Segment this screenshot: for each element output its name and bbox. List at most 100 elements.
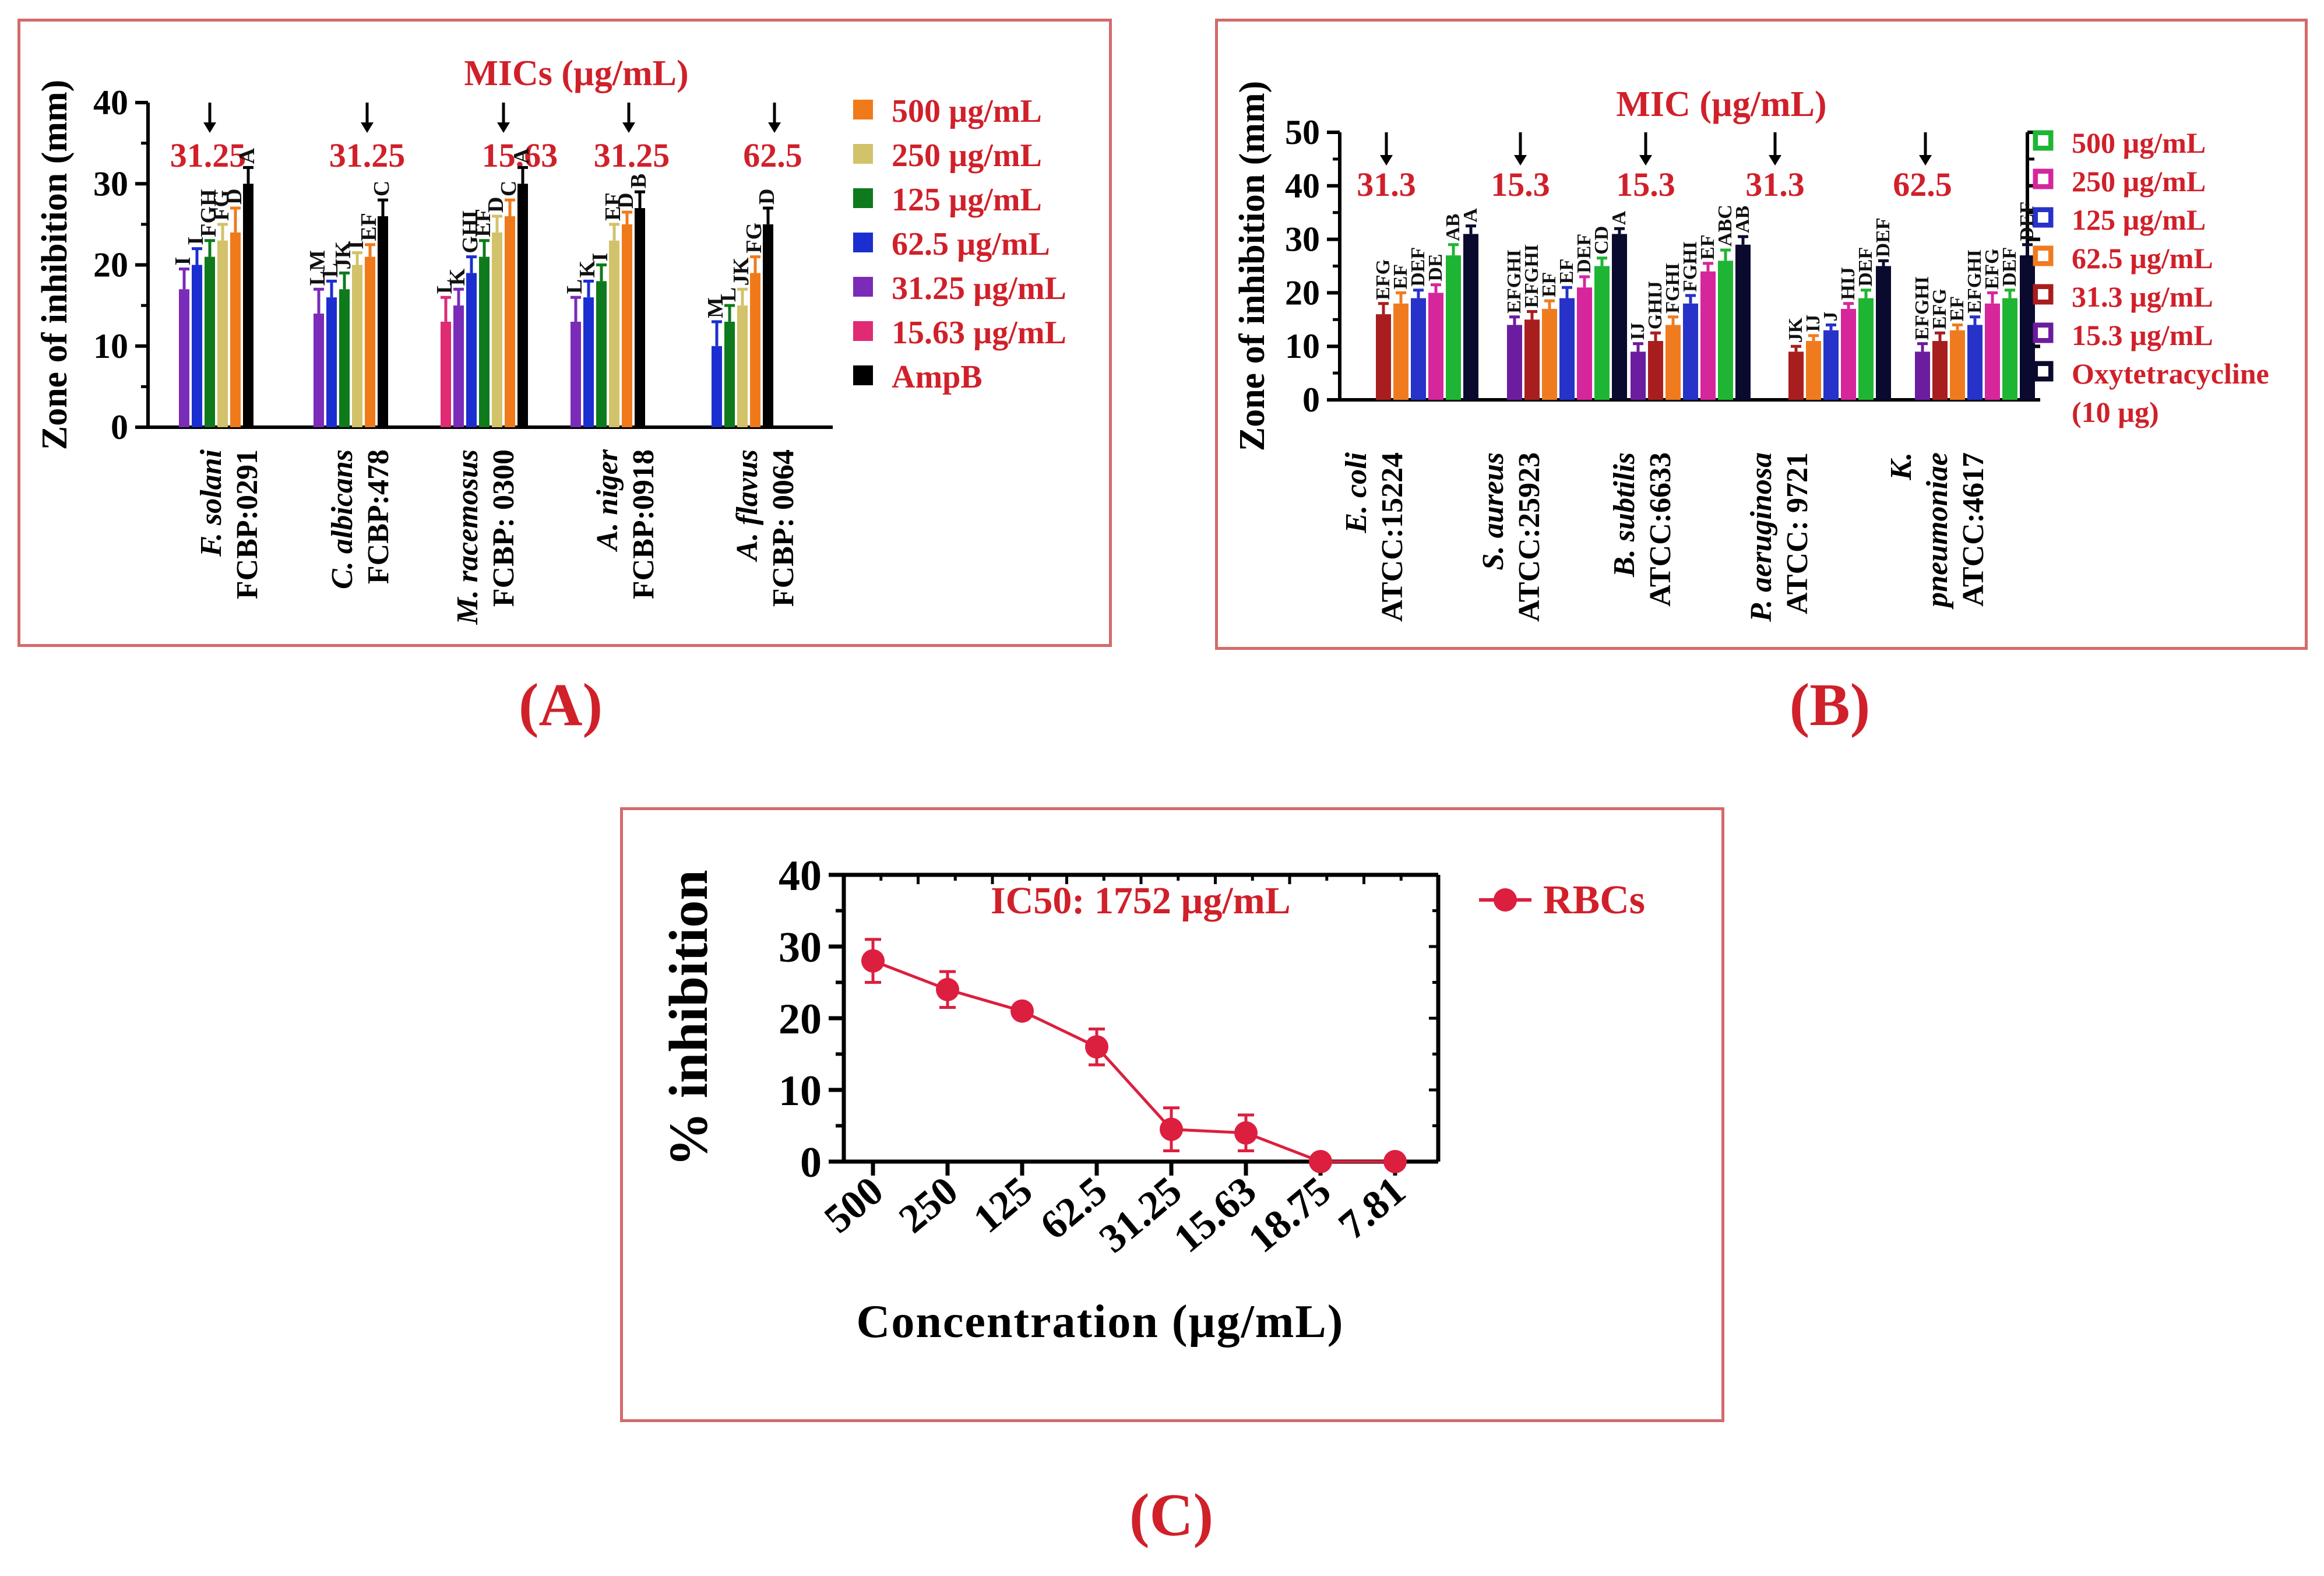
- b-significance-label: FGHI: [1662, 263, 1684, 314]
- c-y-tick-label: 40: [779, 852, 822, 900]
- b-bar: [1932, 341, 1948, 400]
- a-category-species: A. flavus: [731, 449, 764, 562]
- c-x-tick-label: 18.75: [1240, 1168, 1339, 1261]
- a-category-strain: FCBP:478: [362, 449, 395, 584]
- b-category-strain: ATCC:6633: [1644, 452, 1677, 607]
- b-legend-label: 250 µg/mL: [2072, 165, 2206, 198]
- a-significance-label: EF: [357, 213, 381, 241]
- b-bar: [1718, 261, 1733, 400]
- b-bar: [1463, 234, 1478, 400]
- b-bar: [1577, 287, 1592, 400]
- a-y-tick-label: 10: [93, 327, 128, 365]
- a-bar: [179, 289, 189, 427]
- b-bar: [1411, 298, 1426, 400]
- c-x-tick-label: 250: [890, 1168, 966, 1241]
- c-ic50-annotation: IC50: 1752 µg/mL: [991, 880, 1291, 922]
- a-legend-label: 15.63 µg/mL: [892, 315, 1066, 351]
- a-bar: [326, 297, 337, 427]
- panel-label-b: (B): [1789, 671, 1871, 738]
- b-legend-swatch-inner: [2038, 289, 2048, 300]
- a-legend-swatch: [853, 100, 873, 119]
- b-legend-swatch-inner: [2038, 328, 2048, 338]
- b-bar: [1841, 308, 1856, 400]
- a-mic-arrow-head: [497, 122, 510, 133]
- a-mic-arrow-head: [622, 122, 635, 133]
- a-bar: [750, 273, 760, 427]
- c-legend-marker: [1494, 888, 1517, 912]
- b-chart-title: MIC (µg/mL): [1616, 85, 1826, 124]
- b-bar: [1542, 308, 1557, 400]
- b-mic-arrow-head: [1639, 155, 1652, 166]
- b-significance-label: AB: [1732, 206, 1753, 233]
- a-category-species: A. niger: [591, 449, 624, 552]
- b-category-strain: ATCC:15224: [1376, 452, 1409, 622]
- a-bar: [622, 224, 632, 427]
- b-legend-label: 62.5 µg/mL: [2072, 242, 2213, 275]
- c-x-tick-label: 125: [965, 1168, 1041, 1241]
- c-x-tick-label: 500: [816, 1168, 892, 1241]
- a-bar: [365, 256, 375, 427]
- a-significance-label: EF: [471, 209, 495, 237]
- c-data-point: [1010, 999, 1034, 1023]
- b-mic-value: 15.3: [1616, 166, 1675, 203]
- b-bar: [1446, 255, 1461, 400]
- a-significance-label: L: [318, 263, 343, 277]
- b-bar: [1735, 244, 1751, 400]
- b-bar: [1393, 303, 1409, 400]
- a-mic-arrow-head: [203, 122, 216, 133]
- a-category-strain: FCBP: 0064: [767, 449, 800, 607]
- b-bar: [1612, 234, 1627, 400]
- b-bar: [1788, 351, 1804, 400]
- a-significance-label: FG: [742, 223, 766, 254]
- c-x-tick-label: 7.81: [1330, 1168, 1414, 1248]
- a-bar: [583, 297, 594, 427]
- chart-a-antifungal: Zone of inhibition (mm) 0 10 20 30 40 MICs (µg…: [35, 54, 1066, 625]
- b-significance-label: A: [1608, 210, 1630, 225]
- b-significance-label: HIJ: [1837, 267, 1859, 300]
- a-significance-label: FG: [209, 190, 234, 221]
- b-significance-label: EFG: [1981, 248, 2003, 289]
- c-y-tick-label: 30: [779, 924, 822, 972]
- panel-label-a: (A): [518, 671, 603, 738]
- b-significance-label: EFGHI: [1503, 249, 1525, 314]
- b-category-strain: ATCC:25923: [1513, 452, 1546, 622]
- b-significance-label: FGHI: [1679, 241, 1701, 292]
- b-mic-arrow-head: [1919, 155, 1932, 166]
- c-data-point: [861, 949, 885, 973]
- a-mic-arrow-head: [361, 122, 374, 133]
- b-significance-label: EF: [1697, 234, 1719, 259]
- c-y-tick-label: 0: [800, 1139, 822, 1187]
- b-legend-swatch-inner: [2038, 251, 2048, 261]
- b-y-tick-label: 0: [1302, 381, 1320, 419]
- b-significance-label: DEF: [1855, 247, 1876, 287]
- a-category-strain: FCBP: 0300: [487, 449, 520, 607]
- b-category-species: K.: [1885, 452, 1918, 481]
- a-significance-label: I: [344, 241, 368, 249]
- a-legend-label: 250 µg/mL: [892, 138, 1042, 174]
- a-significance-label: L: [562, 279, 587, 294]
- b-significance-label: IJ: [1802, 315, 1824, 332]
- b-legend-label: 125 µg/mL: [2072, 203, 2206, 236]
- a-legend-label: 125 µg/mL: [892, 182, 1042, 218]
- b-bar: [1631, 351, 1646, 400]
- b-category-strain: ATCC:4617: [1957, 452, 1990, 607]
- b-significance-label: A: [1460, 208, 1481, 223]
- a-significance-label: EF: [601, 192, 625, 221]
- b-legend-label: Oxytetracycline: [2072, 357, 2269, 390]
- b-bar: [1806, 341, 1821, 400]
- b-bar: [1507, 325, 1522, 400]
- a-bar: [596, 281, 607, 427]
- a-mic-arrow-head: [768, 122, 781, 133]
- c-data-point: [1234, 1121, 1258, 1145]
- b-significance-label: EFG: [1372, 259, 1394, 300]
- a-bar: [441, 321, 451, 427]
- b-bar: [1665, 325, 1681, 400]
- a-significance-label: D: [484, 196, 508, 212]
- a-y-tick-label: 0: [111, 408, 128, 446]
- a-legend-label: 62.5 µg/mL: [892, 226, 1050, 262]
- a-mic-value: 31.25: [170, 136, 247, 174]
- b-bar: [1376, 314, 1391, 400]
- c-data-point: [1085, 1035, 1108, 1059]
- a-mic-value: 31.25: [594, 136, 670, 174]
- b-legend-swatch-inner: [2038, 212, 2048, 223]
